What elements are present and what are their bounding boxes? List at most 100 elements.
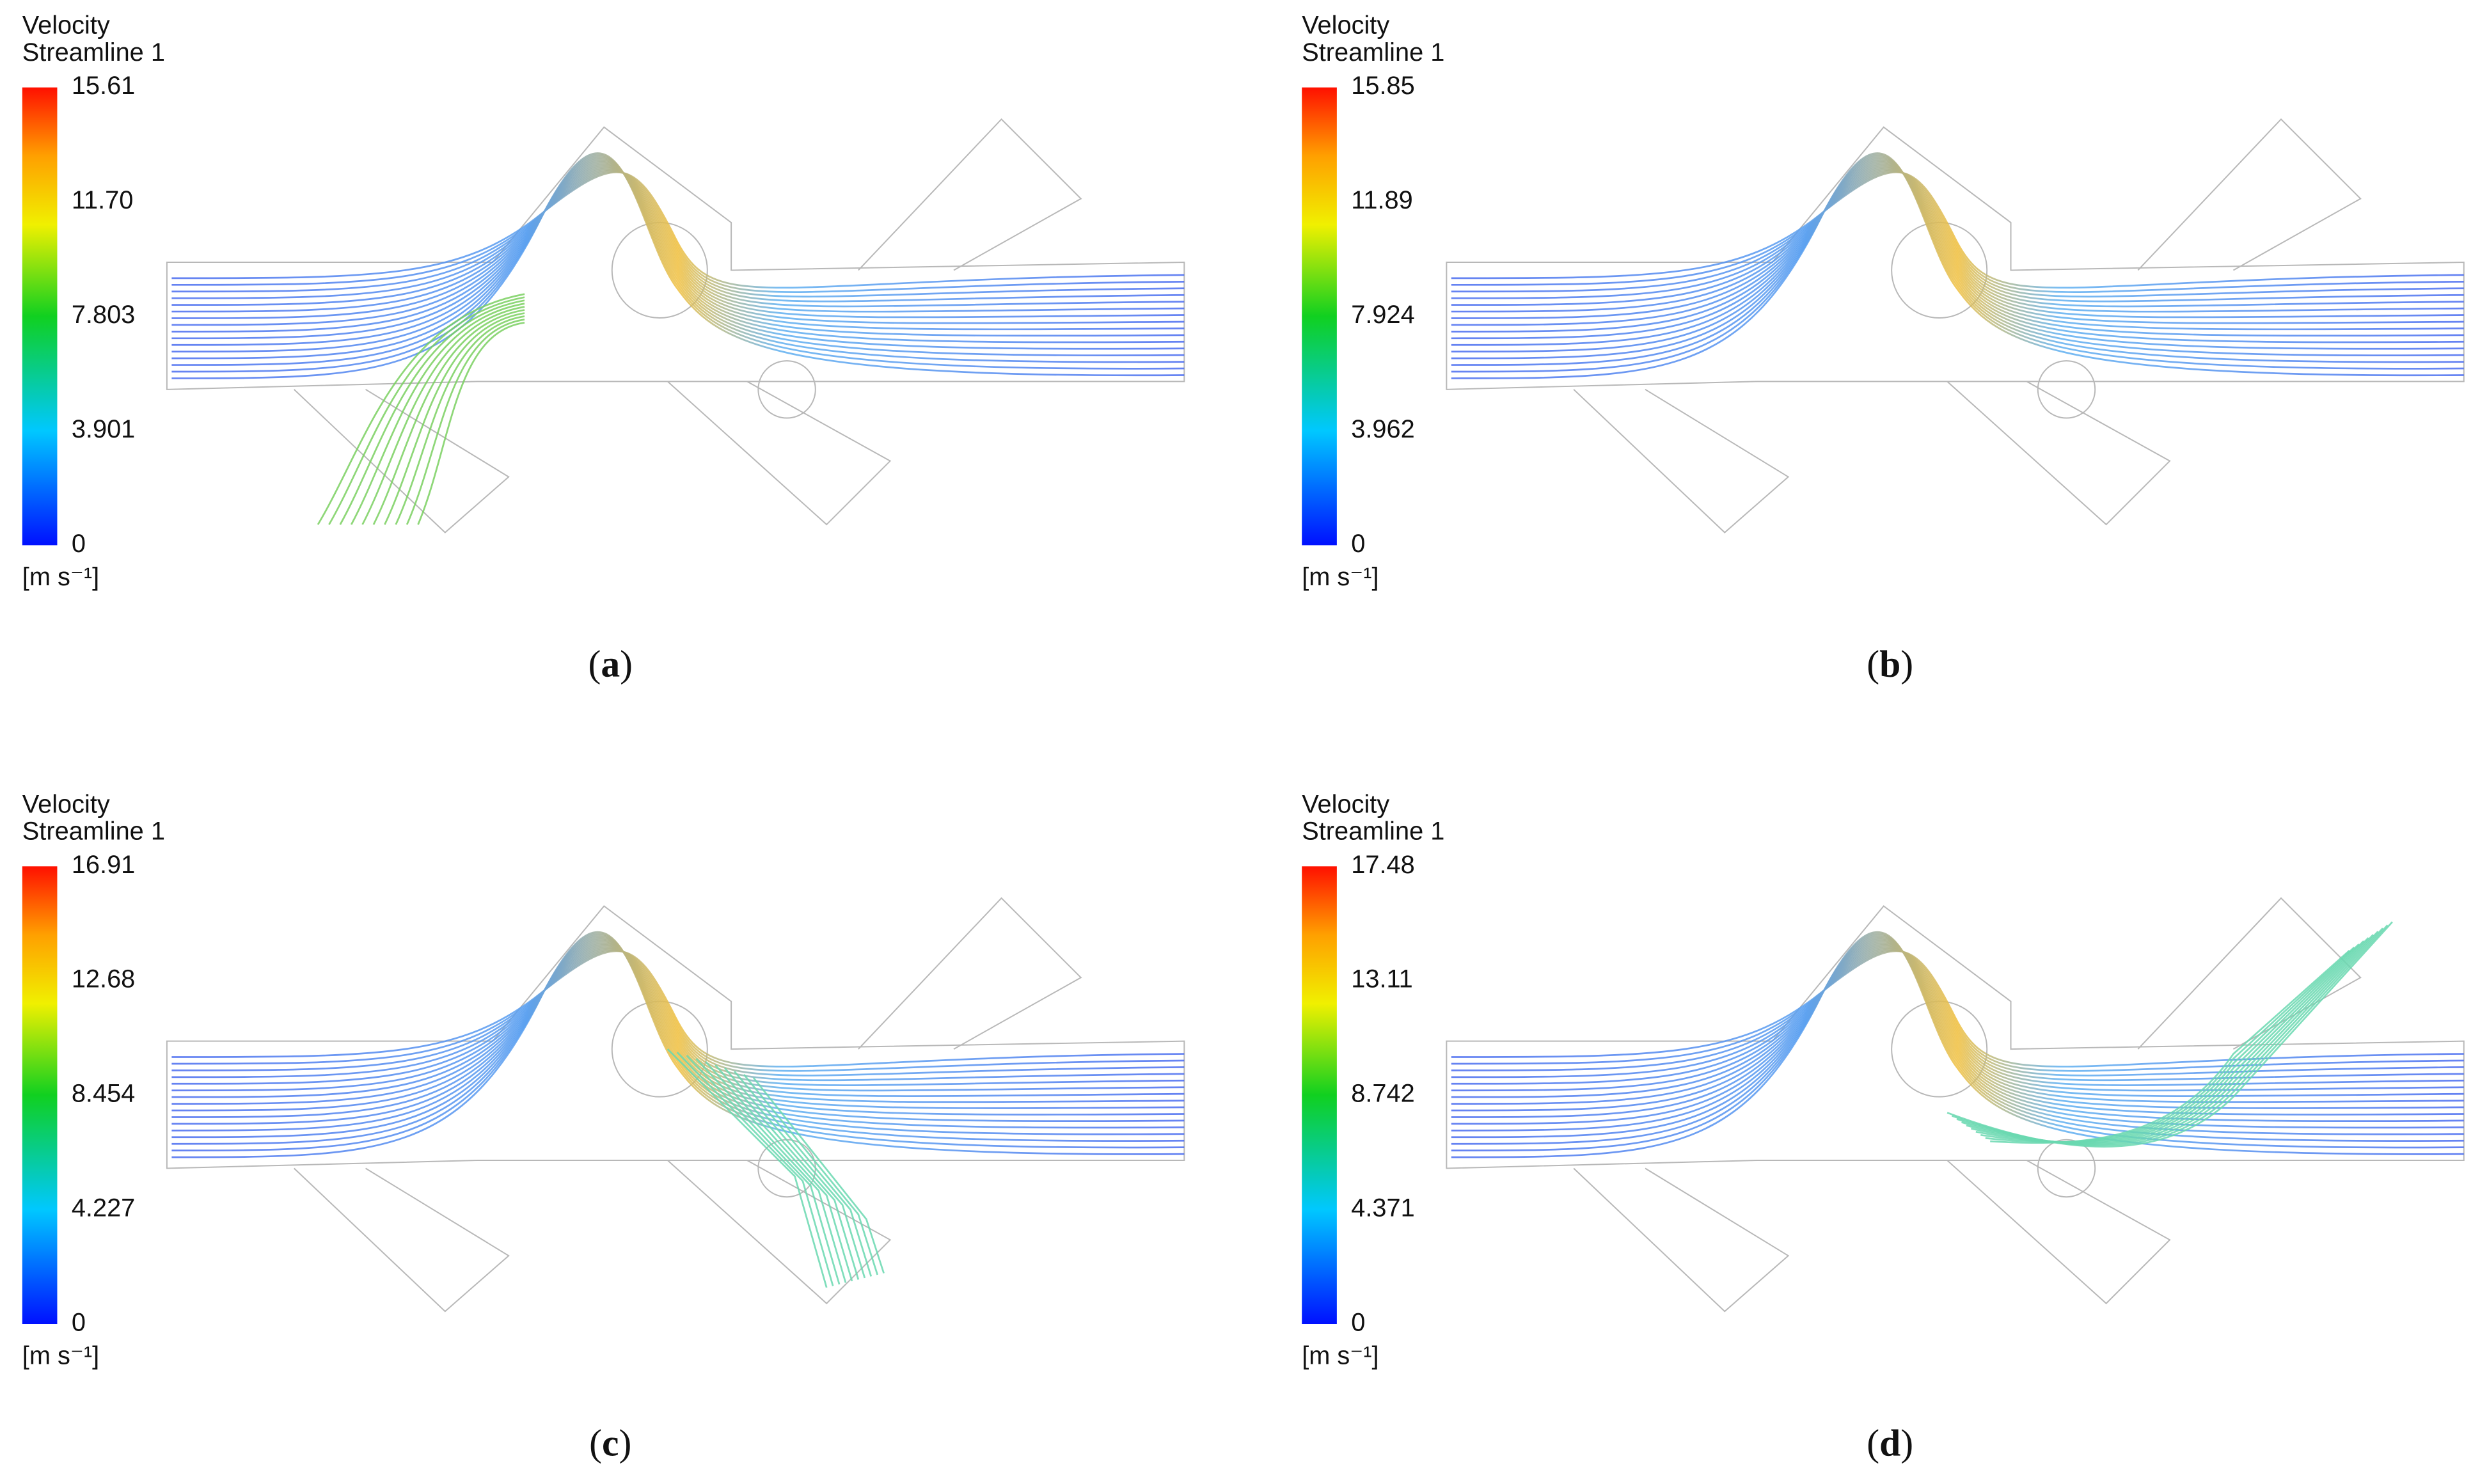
- streamline: [171, 171, 1185, 289]
- streamline: [752, 1077, 885, 1274]
- pipe-outline: [858, 897, 1082, 1050]
- colorbar-tick-label: 3.962: [1351, 415, 1414, 443]
- streamline: [372, 309, 525, 525]
- colorbar-tick-label: 7.803: [72, 301, 135, 329]
- colorbar-unit: [m s⁻¹]: [1302, 563, 1378, 591]
- streamline: [1451, 171, 2464, 289]
- colorbar-tick-label: 12.68: [72, 965, 135, 993]
- legend-title: Velocity: [1302, 12, 1389, 40]
- streamline: [1980, 943, 2360, 1143]
- streamline: [1451, 931, 2464, 1158]
- colorbar-tick-label: 0: [1351, 1309, 1365, 1337]
- caption-part: (: [1867, 642, 1879, 684]
- streamline: [686, 1055, 841, 1285]
- streamline: [171, 949, 1185, 1077]
- pipe-outline: [667, 381, 892, 526]
- pipe-outline: [1573, 1167, 1790, 1313]
- check-ball: [757, 360, 816, 419]
- check-ball: [2037, 360, 2096, 419]
- streamlines: [1451, 152, 2464, 379]
- caption-part: ): [1900, 1421, 1913, 1464]
- pipe-outline: [858, 118, 1082, 271]
- streamline: [171, 170, 1185, 298]
- pipe-outline: [667, 1160, 892, 1305]
- geometry: [166, 897, 1185, 1313]
- streamline: [171, 931, 1185, 1158]
- legend-title: Velocity: [22, 12, 110, 40]
- streamlines: [171, 152, 1185, 525]
- colorbar-tick-label: 15.85: [1351, 72, 1414, 100]
- legend-title: Streamline 1: [1302, 817, 1444, 846]
- caption-part: b: [1879, 642, 1900, 684]
- streamline: [1451, 152, 2464, 379]
- colorbar-tick-label: 3.901: [72, 415, 135, 443]
- caption: (b): [1867, 642, 1913, 684]
- caption: (a): [588, 642, 633, 684]
- streamline: [743, 1073, 879, 1275]
- streamline: [676, 1052, 834, 1286]
- legend-title: Streamline 1: [22, 38, 165, 67]
- caption-part: ): [1900, 642, 1913, 684]
- streamline: [395, 315, 525, 525]
- streamline: [361, 306, 525, 525]
- streamline: [317, 293, 525, 525]
- streamlines: [1451, 921, 2464, 1158]
- colorbar-unit: [m s⁻¹]: [22, 1342, 99, 1370]
- streamline: [406, 319, 525, 525]
- colorbar-tick-label: 4.227: [72, 1194, 135, 1222]
- colorbar-tick-label: 11.89: [1351, 186, 1413, 214]
- geometry: [166, 118, 1185, 533]
- colorbar: [1302, 866, 1337, 1325]
- pipe-outline: [1947, 381, 2171, 526]
- colorbar-tick-label: 8.742: [1351, 1080, 1414, 1108]
- colorbar-unit: [m s⁻¹]: [22, 563, 99, 591]
- streamline: [171, 152, 1185, 379]
- streamline: [1451, 949, 2464, 1072]
- pipe-outline: [1947, 1160, 2171, 1305]
- caption-part: (: [1867, 1421, 1879, 1464]
- pipe-outline: [294, 1167, 510, 1313]
- colorbar-tick-label: 0: [72, 530, 86, 558]
- colorbar-tick-label: 0: [72, 1309, 86, 1337]
- streamline: [1971, 937, 2369, 1144]
- caption-part: ): [620, 642, 633, 684]
- colorbar: [22, 866, 58, 1325]
- streamline: [1975, 940, 2365, 1143]
- streamline: [734, 1071, 873, 1277]
- streamline: [171, 170, 1185, 293]
- caption: (d): [1867, 1421, 1913, 1464]
- caption-part: ): [619, 1421, 631, 1464]
- legend-title: Velocity: [22, 790, 110, 818]
- colorbar-tick-label: 4.371: [1351, 1194, 1414, 1222]
- caption-part: d: [1879, 1421, 1900, 1464]
- streamline: [715, 1064, 860, 1280]
- colorbar-tick-label: 11.70: [72, 186, 134, 214]
- streamline: [328, 296, 525, 525]
- streamline: [1985, 947, 2355, 1144]
- colorbar-unit: [m s⁻¹]: [1302, 1342, 1378, 1370]
- colorbar-tick-label: 16.91: [72, 851, 135, 879]
- streamline: [1451, 170, 2464, 293]
- streamline: [1451, 950, 2464, 1068]
- check-ball: [2037, 1139, 2096, 1198]
- colorbar: [22, 87, 58, 546]
- pipe-outline: [2137, 118, 2362, 271]
- colorbar-tick-label: 13.11: [1351, 965, 1413, 993]
- colorbar-tick-label: 8.454: [72, 1080, 135, 1108]
- caption-part: c: [602, 1421, 619, 1464]
- streamline: [171, 950, 1185, 1068]
- streamline: [724, 1068, 866, 1279]
- colorbar-tick-label: 15.61: [72, 72, 135, 100]
- caption-part: a: [601, 642, 620, 684]
- streamline: [1966, 934, 2374, 1144]
- legend-title: Streamline 1: [1302, 38, 1444, 67]
- colorbar-tick-label: 0: [1351, 530, 1365, 558]
- caption-part: (: [588, 642, 601, 684]
- legend-title: Streamline 1: [22, 817, 165, 846]
- legend-title: Velocity: [1302, 790, 1389, 818]
- pipe-outline: [1573, 388, 1790, 533]
